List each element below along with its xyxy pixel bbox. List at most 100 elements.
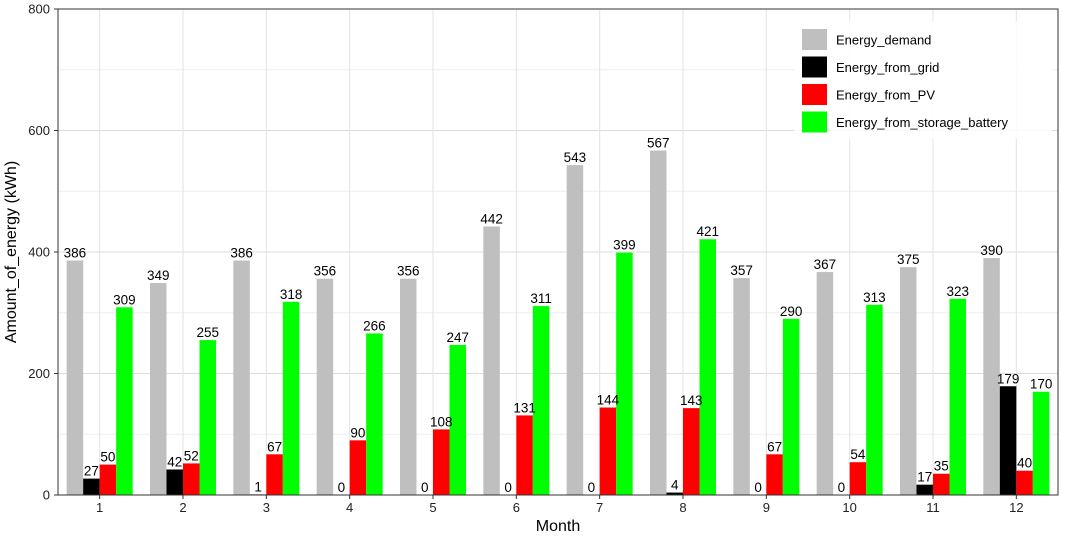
bar-energy-from-pv [349,440,367,495]
x-tick-label: 1 [96,500,103,515]
grid-lines [58,8,1058,496]
bar-energy-from-pv [433,429,450,495]
data-label: 50 [100,450,115,465]
legend-box [794,21,1052,139]
data-label: 108 [430,414,453,429]
data-label: 4 [671,478,679,493]
data-label: 0 [754,480,762,495]
bar-energy-from-storage-battery [949,298,966,495]
bar-energy-from-pv [516,415,533,495]
data-label: 35 [934,459,949,474]
bar-energy-from-pv [849,462,867,495]
data-label: 313 [863,290,886,305]
legend-swatch [802,56,827,78]
bar-energy-from-pv [683,408,700,495]
data-label: 17 [917,470,932,485]
data-label: 543 [564,150,587,165]
data-label: 0 [504,480,512,495]
bar-energy-from-storage-battery [366,333,383,495]
bar-energy-from-grid [666,492,683,495]
bar-energy-from-storage-battery [782,318,800,495]
x-tick-label: 8 [679,500,686,515]
bar-energy-from-storage-battery [449,344,466,495]
bar-energy-from-storage-battery [699,239,716,495]
data-label: 567 [647,136,670,151]
data-label: 0 [588,480,596,495]
x-tick-label: 4 [346,500,353,515]
data-label: 67 [767,439,782,454]
data-label: 390 [980,243,1003,258]
bar-energy-demand [733,278,750,495]
data-label: 247 [446,330,469,345]
bar-energy-demand [650,150,667,496]
data-label: 131 [513,400,536,415]
bar-energy-from-storage-battery [116,307,133,495]
data-label: 399 [613,238,636,253]
data-label: 0 [838,480,846,495]
data-label: 42 [167,454,182,469]
data-label: 40 [1017,456,1032,471]
data-label: 0 [338,480,346,495]
data-label: 52 [184,448,199,463]
legend-label: Energy_demand [836,33,931,48]
data-label: 442 [480,211,503,226]
legend-swatch [802,84,827,105]
bar-energy-from-storage-battery [1032,391,1050,495]
bar-energy-from-storage-battery [199,340,216,495]
bar-energy-from-storage-battery [532,306,550,495]
bar-energy-from-storage-battery [616,252,633,495]
bar-energy-from-pv [766,454,783,495]
bar-energy-from-storage-battery [282,301,300,495]
bar-energy-demand [816,272,834,495]
bar-energy-demand [316,278,334,495]
x-tick-label: 5 [429,500,436,515]
legend-label: Energy_from_PV [836,88,935,103]
x-tick-label: 2 [179,500,186,515]
data-label: 170 [1030,377,1053,392]
x-tick-label: 11 [926,500,940,515]
bar-energy-from-pv [183,463,200,495]
y-tick-label: 400 [28,245,50,260]
data-label: 421 [696,224,719,239]
x-tick-label: 10 [842,500,856,515]
data-label: 266 [363,318,386,333]
data-label: 1 [254,479,262,494]
data-label: 386 [64,246,87,261]
legend-label: Energy_from_grid [836,60,939,75]
data-label: 67 [267,439,282,454]
bar-energy-demand [233,260,250,495]
bar-energy-from-pv [1016,470,1033,495]
data-label: 309 [113,292,136,307]
legend-label: Energy_from_storage_battery [836,115,1008,130]
bar-energy-from-pv [99,464,117,495]
bar-energy-demand [900,267,917,495]
bar-energy-from-pv [266,454,283,495]
y-axis-title: Amount_of_energy (kWh) [3,161,20,343]
data-label: 356 [314,264,337,279]
data-label: 323 [946,284,969,299]
legend: Energy_demand Energy_from_grid Energy_from… [794,21,1052,139]
data-label: 311 [530,291,552,306]
data-label: 255 [196,325,219,340]
bar-energy-from-grid [83,478,100,495]
x-tick-label: 9 [763,500,770,515]
bar-energy-demand [566,165,584,495]
bar-energy-demand [983,258,1000,495]
x-tick-label: 6 [513,500,520,515]
bar-energy-from-grid [166,469,183,495]
y-tick-label: 600 [28,123,50,138]
y-tick-label: 800 [28,2,50,17]
data-label: 375 [897,252,920,267]
bar-energy-demand [66,260,84,495]
bar-energy-from-storage-battery [866,304,883,495]
bar-energy-demand [400,278,417,495]
data-label: 357 [730,263,753,278]
data-label: 356 [397,264,420,279]
y-tick-label: 200 [28,366,50,381]
data-label: 318 [280,287,303,302]
data-label: 143 [680,393,703,408]
bar-energy-demand [150,282,167,495]
legend-swatch [802,29,827,50]
